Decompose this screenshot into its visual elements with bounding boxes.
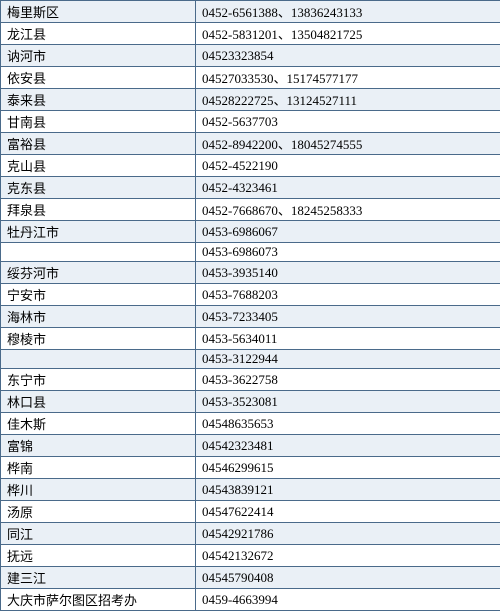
table-row: 大庆市萨尔图区招考办0459-4663994 (1, 589, 500, 611)
phone-cell: 04528222725、13124527111 (196, 89, 500, 111)
region-cell: 依安县 (1, 67, 196, 89)
table-row: 海林市0453-7233405 (1, 306, 500, 328)
table-row: 东宁市0453-3622758 (1, 369, 500, 391)
region-cell: 克东县 (1, 177, 196, 199)
region-cell: 富锦 (1, 435, 196, 457)
table-row: 龙江县0452-5831201、13504821725 (1, 23, 500, 45)
table-row: 绥芬河市0453-3935140 (1, 262, 500, 284)
table-row: 0453-3122944 (1, 350, 500, 369)
region-cell: 大庆市萨尔图区招考办 (1, 589, 196, 611)
region-cell: 梅里斯区 (1, 1, 196, 23)
phone-cell: 0452-4522190 (196, 155, 500, 177)
phone-cell: 0452-7668670、18245258333 (196, 199, 500, 221)
region-cell: 桦川 (1, 479, 196, 501)
region-cell: 龙江县 (1, 23, 196, 45)
phone-cell: 0453-3122944 (196, 350, 500, 369)
region-cell: 拜泉县 (1, 199, 196, 221)
phone-cell: 0452-5831201、13504821725 (196, 23, 500, 45)
phone-cell: 04542921786 (196, 523, 500, 545)
table-row: 拜泉县0452-7668670、18245258333 (1, 199, 500, 221)
region-cell: 桦南 (1, 457, 196, 479)
phone-cell: 04542323481 (196, 435, 500, 457)
phone-cell: 0453-3622758 (196, 369, 500, 391)
table-row: 抚远04542132672 (1, 545, 500, 567)
table-row: 桦南04546299615 (1, 457, 500, 479)
region-cell: 宁安市 (1, 284, 196, 306)
table-row: 富锦04542323481 (1, 435, 500, 457)
table-row: 宁安市0453-7688203 (1, 284, 500, 306)
region-cell: 海林市 (1, 306, 196, 328)
table-row: 泰来县04528222725、13124527111 (1, 89, 500, 111)
phone-cell: 0452-4323461 (196, 177, 500, 199)
table-row: 同江04542921786 (1, 523, 500, 545)
table-row: 汤原04547622414 (1, 501, 500, 523)
table-row: 建三江04545790408 (1, 567, 500, 589)
region-cell: 绥芬河市 (1, 262, 196, 284)
phone-cell: 04546299615 (196, 457, 500, 479)
region-cell: 泰来县 (1, 89, 196, 111)
region-cell: 同江 (1, 523, 196, 545)
phone-cell: 0452-8942200、18045274555 (196, 133, 500, 155)
region-cell (1, 243, 196, 262)
phone-cell: 0453-6986067 (196, 221, 500, 243)
phone-cell: 0453-5634011 (196, 328, 500, 350)
phone-cell: 0452-6561388、13836243133 (196, 1, 500, 23)
phone-cell: 04523323854 (196, 45, 500, 67)
region-cell: 穆棱市 (1, 328, 196, 350)
table-row: 梅里斯区0452-6561388、13836243133 (1, 1, 500, 23)
region-cell: 牡丹江市 (1, 221, 196, 243)
region-cell: 林口县 (1, 391, 196, 413)
region-cell: 抚远 (1, 545, 196, 567)
table-row: 穆棱市0453-5634011 (1, 328, 500, 350)
region-cell: 东宁市 (1, 369, 196, 391)
region-cell: 克山县 (1, 155, 196, 177)
table-row: 林口县0453-3523081 (1, 391, 500, 413)
region-cell: 甘南县 (1, 111, 196, 133)
table-row: 佳木斯04548635653 (1, 413, 500, 435)
table-row: 0453-6986073 (1, 243, 500, 262)
region-cell (1, 350, 196, 369)
phone-cell: 0452-5637703 (196, 111, 500, 133)
phone-cell: 04547622414 (196, 501, 500, 523)
contact-table: 梅里斯区0452-6561388、13836243133龙江县0452-5831… (0, 0, 500, 611)
phone-cell: 04545790408 (196, 567, 500, 589)
phone-cell: 04542132672 (196, 545, 500, 567)
phone-cell: 0453-3523081 (196, 391, 500, 413)
region-cell: 富裕县 (1, 133, 196, 155)
phone-cell: 04548635653 (196, 413, 500, 435)
table-row: 桦川04543839121 (1, 479, 500, 501)
table-row: 讷河市04523323854 (1, 45, 500, 67)
table-row: 牡丹江市0453-6986067 (1, 221, 500, 243)
region-cell: 汤原 (1, 501, 196, 523)
table-row: 甘南县0452-5637703 (1, 111, 500, 133)
table-row: 克山县0452-4522190 (1, 155, 500, 177)
phone-cell: 0453-7688203 (196, 284, 500, 306)
region-cell: 讷河市 (1, 45, 196, 67)
table-row: 富裕县0452-8942200、18045274555 (1, 133, 500, 155)
table-row: 依安县04527033530、15174577177 (1, 67, 500, 89)
phone-cell: 0453-7233405 (196, 306, 500, 328)
phone-cell: 0453-3935140 (196, 262, 500, 284)
contact-table-body: 梅里斯区0452-6561388、13836243133龙江县0452-5831… (1, 1, 500, 611)
phone-cell: 0459-4663994 (196, 589, 500, 611)
phone-cell: 0453-6986073 (196, 243, 500, 262)
table-row: 克东县0452-4323461 (1, 177, 500, 199)
region-cell: 建三江 (1, 567, 196, 589)
phone-cell: 04543839121 (196, 479, 500, 501)
phone-cell: 04527033530、15174577177 (196, 67, 500, 89)
region-cell: 佳木斯 (1, 413, 196, 435)
